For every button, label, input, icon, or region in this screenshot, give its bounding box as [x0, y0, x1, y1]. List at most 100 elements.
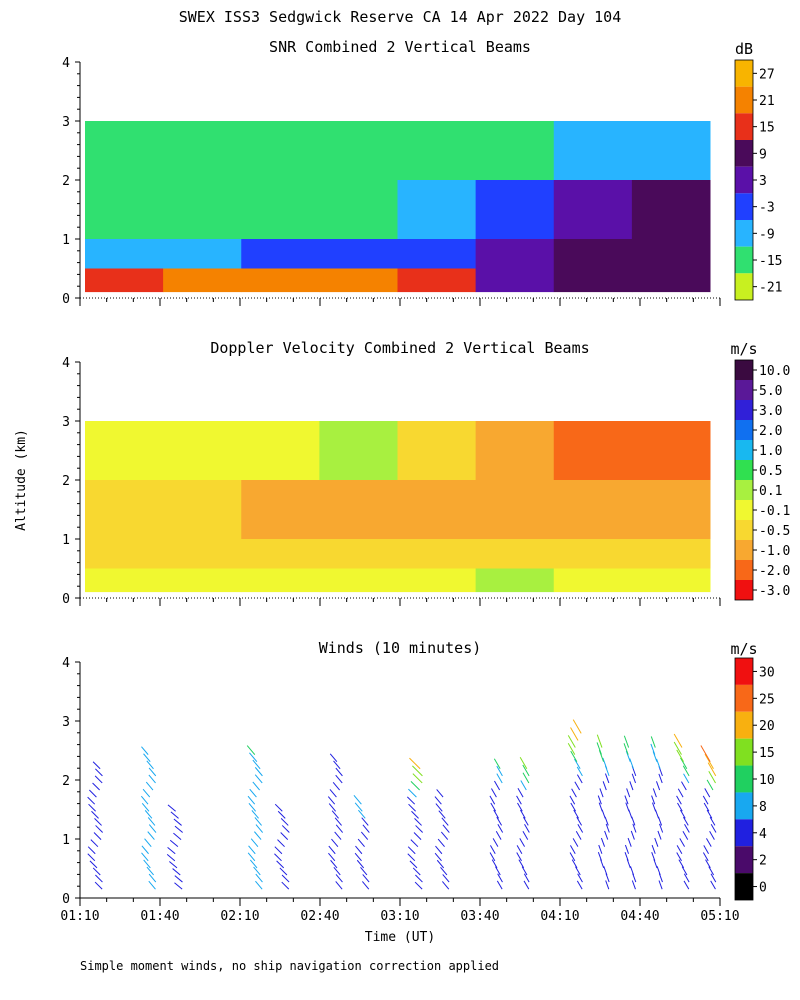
- wind-barb: [143, 859, 151, 869]
- heatmap-cell: [631, 121, 711, 180]
- wind-barb: [358, 809, 366, 819]
- wind-barb: [357, 838, 365, 847]
- wind-barb: [361, 881, 370, 890]
- snr-panel-title: SNR Combined 2 Vertical Beams: [269, 38, 531, 56]
- wind-barb: [332, 781, 341, 791]
- wind-barbs: [87, 719, 717, 890]
- wind-barb: [576, 774, 583, 784]
- wind-barb: [523, 873, 530, 883]
- colorbar-label: 2: [759, 854, 767, 869]
- wind-barb: [683, 816, 689, 826]
- wind-barb: [652, 802, 657, 812]
- heatmap-cell: [85, 268, 164, 293]
- wind-barb: [174, 882, 183, 890]
- colorbar-frame: [734, 59, 754, 301]
- colorbar-label: -21: [759, 281, 782, 296]
- wind-barb: [94, 775, 103, 784]
- wind-barb: [328, 845, 336, 855]
- y-tick-label: 2: [62, 174, 70, 189]
- wind-barb: [682, 765, 690, 777]
- wind-barb: [436, 789, 444, 798]
- colorbar-swatch: [735, 846, 753, 874]
- colorbar-swatch: [735, 113, 753, 140]
- colorbar-swatch: [735, 873, 753, 900]
- y-tick-label: 2: [62, 774, 70, 789]
- wind-barb: [252, 759, 261, 770]
- heatmap-cell: [475, 421, 555, 480]
- heatmap-cell: [475, 480, 555, 539]
- wind-barb: [414, 818, 422, 826]
- wind-barb: [95, 874, 103, 883]
- heatmap-cell: [397, 268, 477, 293]
- heatmap-cell: [85, 480, 164, 539]
- wind-barb: [604, 816, 609, 826]
- wind-barb: [141, 802, 150, 812]
- heatmap-cell: [397, 180, 477, 239]
- heatmap-cell: [475, 239, 555, 269]
- wind-barb: [255, 824, 264, 833]
- heatmap-cell: [163, 539, 242, 569]
- wind-barb: [596, 742, 602, 755]
- wind-barb: [626, 788, 631, 798]
- wind-barb: [412, 773, 423, 784]
- heatmap-cell: [397, 539, 477, 569]
- wind-barb: [147, 831, 155, 840]
- wind-barb: [147, 817, 156, 826]
- colorbar-label: 15: [759, 746, 775, 761]
- wind-barb: [516, 845, 523, 854]
- wind-barb: [333, 867, 341, 876]
- colorbar-label: -0.1: [759, 504, 790, 519]
- heatmap-cell: [163, 239, 242, 269]
- wind-barb: [577, 873, 583, 883]
- heatmap-cell: [475, 180, 555, 239]
- heatmap-cell: [319, 539, 398, 569]
- colorbar-swatch: [735, 500, 753, 520]
- heatmap-cell: [631, 539, 711, 569]
- heatmap-cell: [553, 239, 633, 269]
- wind-barb: [571, 859, 578, 869]
- heatmap-cell: [475, 539, 555, 569]
- wind-barb: [173, 832, 182, 840]
- wind-barb: [516, 852, 522, 862]
- colorbar-swatch: [735, 400, 753, 420]
- winds-panel-title: Winds (10 minutes): [319, 639, 482, 657]
- y-tick-label: 2: [62, 474, 70, 489]
- wind-barb: [524, 823, 530, 833]
- wind-barb: [94, 768, 103, 777]
- winds-axes: 0 1 2 3 4 01:10 01:40 02:10 02:40 03:10 03:40 04:10…: [60, 656, 739, 924]
- heatmap-cell: [631, 568, 711, 593]
- wind-barb: [679, 838, 685, 847]
- heatmap-cell: [553, 421, 633, 480]
- heatmap-cell: [163, 421, 242, 480]
- x-tick-label: 04:40: [620, 909, 659, 924]
- wind-barb: [519, 809, 526, 819]
- heatmap-cell: [475, 121, 555, 180]
- colorbar-swatch: [735, 560, 753, 580]
- y-tick-label: 0: [62, 892, 70, 907]
- wind-barb: [489, 852, 496, 862]
- wind-barb: [274, 846, 283, 855]
- wind-barb: [706, 779, 714, 791]
- velocity-colorbar-unit: m/s: [730, 340, 757, 358]
- wind-barb: [440, 867, 448, 876]
- wind-barb: [702, 795, 709, 805]
- heatmap-cell: [85, 180, 164, 239]
- colorbar-swatch: [735, 246, 753, 274]
- wind-barb: [702, 852, 709, 862]
- colorbar-label: 30: [759, 665, 775, 680]
- wind-barb: [657, 830, 662, 840]
- wind-barb: [92, 867, 101, 876]
- colorbar-swatch: [735, 140, 753, 167]
- colorbar-swatch: [735, 658, 753, 685]
- wind-barb: [629, 781, 634, 791]
- wind-barb: [360, 831, 369, 840]
- velocity-panel: Doppler Velocity Combined 2 Vertical Bea…: [62, 339, 790, 607]
- snr-heatmap: [85, 121, 711, 293]
- heatmap-cell: [631, 480, 711, 539]
- wind-barb: [710, 823, 717, 833]
- wind-barb: [438, 810, 446, 819]
- colorbar-label: 8: [759, 800, 767, 815]
- wind-barb: [627, 837, 632, 847]
- wind-barb: [335, 881, 343, 890]
- heatmap-cell: [319, 421, 398, 480]
